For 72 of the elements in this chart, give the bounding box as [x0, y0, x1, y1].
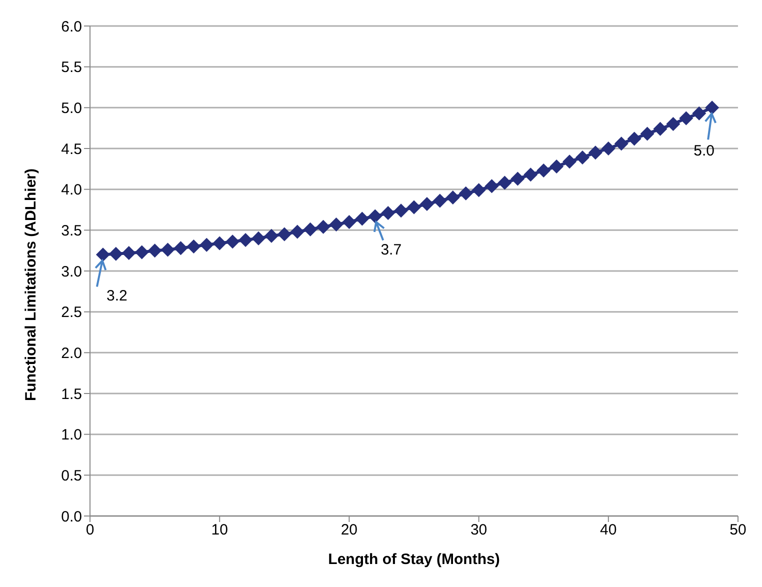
- y-tick-label: 6.0: [61, 18, 82, 36]
- y-tick-label: 3.5: [61, 222, 82, 240]
- point: [381, 206, 396, 220]
- point: [290, 224, 304, 239]
- y-tick-label: 1.0: [61, 426, 82, 444]
- y-axis-title: Functional Limitations (ADLhier): [22, 168, 40, 401]
- point: [342, 215, 356, 229]
- point: [550, 159, 564, 174]
- point: [355, 212, 370, 226]
- point: [510, 172, 525, 186]
- point: [238, 232, 253, 247]
- y-tick-label: 4.5: [61, 140, 82, 158]
- y-tick-label: 2.5: [61, 304, 82, 322]
- x-tick-label: 50: [730, 522, 746, 539]
- point: [134, 245, 149, 260]
- point: [264, 228, 278, 243]
- x-axis-title: Length of Stay (Months): [328, 551, 500, 568]
- point: [368, 209, 382, 224]
- point: [627, 132, 642, 146]
- point: [108, 246, 123, 261]
- point: [601, 142, 616, 156]
- point: [458, 186, 473, 200]
- point: [316, 220, 330, 234]
- y-tick-label: 2.0: [61, 344, 82, 362]
- annotation: 5.0: [694, 142, 715, 160]
- point: [614, 136, 628, 151]
- point: [653, 122, 668, 136]
- point: [394, 204, 408, 218]
- point: [446, 190, 460, 204]
- point: [277, 227, 292, 242]
- point: [588, 146, 602, 160]
- point: [174, 241, 188, 256]
- x-tick-label: 30: [470, 522, 488, 539]
- point: [705, 100, 720, 115]
- point: [303, 222, 318, 236]
- x-tick-label: 0: [86, 522, 94, 539]
- y-tick-label: 0.5: [61, 467, 82, 484]
- point: [160, 242, 175, 257]
- point: [472, 183, 486, 198]
- y-tick-label: 3.0: [61, 263, 82, 280]
- point: [251, 231, 266, 246]
- point: [524, 168, 538, 182]
- point: [432, 194, 447, 208]
- point: [562, 154, 577, 169]
- y-tick-label: 0.0: [61, 508, 82, 526]
- point: [122, 246, 136, 260]
- point: [498, 176, 512, 190]
- point: [536, 164, 551, 178]
- point: [407, 200, 421, 214]
- point: [420, 197, 434, 212]
- x-tick-label: 10: [211, 522, 228, 539]
- point: [329, 217, 344, 232]
- point: [575, 150, 590, 164]
- point: [679, 111, 694, 126]
- y-tick-label: 4.0: [61, 182, 82, 199]
- x-tick-label: 40: [600, 522, 617, 539]
- y-tick-label: 1.5: [61, 386, 82, 403]
- point: [212, 236, 227, 250]
- point: [186, 240, 201, 254]
- point: [96, 248, 110, 262]
- point: [226, 234, 240, 249]
- point: [200, 238, 214, 252]
- point: [484, 179, 499, 194]
- y-tick-label: 5.0: [61, 100, 82, 117]
- point: [666, 117, 680, 131]
- x-tick-label: 20: [340, 522, 358, 539]
- annotation: 3.2: [106, 288, 128, 305]
- point: [148, 244, 162, 258]
- point: [640, 126, 654, 141]
- annotation: 3.7: [380, 241, 402, 258]
- point: [692, 106, 706, 120]
- y-tick-label: 5.5: [61, 59, 82, 76]
